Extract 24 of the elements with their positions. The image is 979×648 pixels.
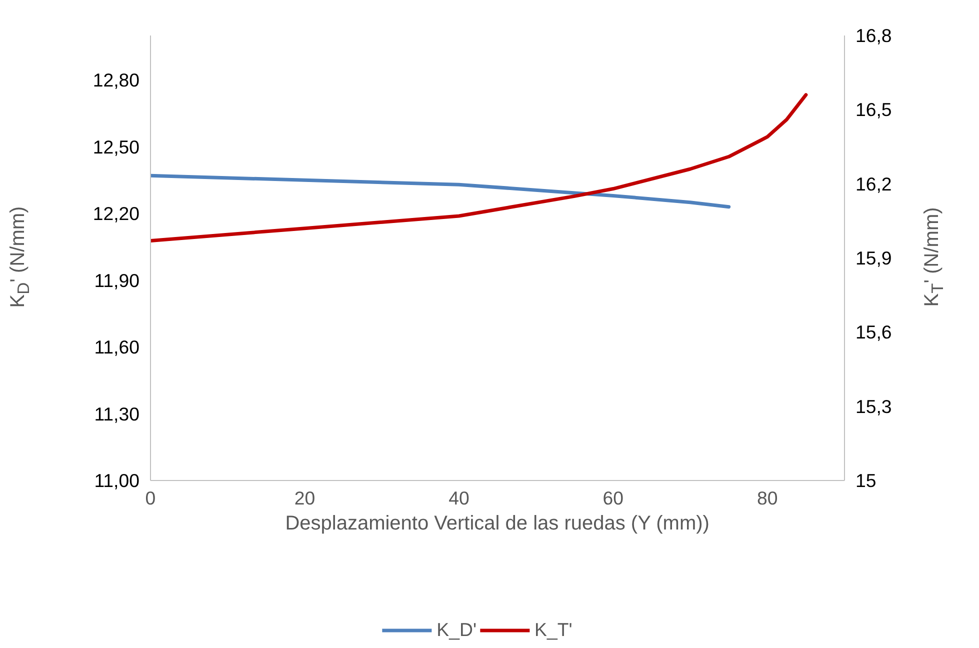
- y-tick-label: 11,00: [94, 470, 140, 491]
- y2-tick-label: 16,8: [856, 25, 892, 46]
- y-tick-label: 11,60: [94, 336, 140, 358]
- y2-tick-label: 15,3: [856, 396, 892, 417]
- y-tick-label: 11,90: [94, 270, 140, 291]
- x-tick-label: 40: [448, 488, 470, 508]
- y2-tick-label: 16,2: [856, 173, 892, 194]
- legend-label: K_D': [436, 619, 477, 641]
- line-series: [150, 174, 731, 209]
- y2-tick-label: 15: [856, 470, 876, 491]
- x-tick-label: 80: [757, 488, 778, 508]
- y-tick-label: 12,80: [92, 70, 140, 90]
- y-tick-label: 12,50: [92, 136, 140, 158]
- x-axis-title: Desplazamiento Vertical de las ruedas (Y (mm)): [285, 512, 710, 534]
- line-series: [150, 93, 808, 242]
- legend-label: K_T': [534, 619, 572, 641]
- y-tick-label: 11,30: [94, 403, 140, 424]
- y2-tick-label: 15,9: [856, 248, 892, 268]
- x-tick-label: 0: [145, 488, 156, 508]
- x-tick-label: 60: [602, 488, 624, 508]
- y2-tick-label: 15,6: [856, 322, 892, 343]
- y2-tick-label: 16,5: [856, 99, 892, 120]
- x-tick-label: 20: [294, 488, 316, 508]
- y-tick-label: 12,20: [92, 203, 140, 224]
